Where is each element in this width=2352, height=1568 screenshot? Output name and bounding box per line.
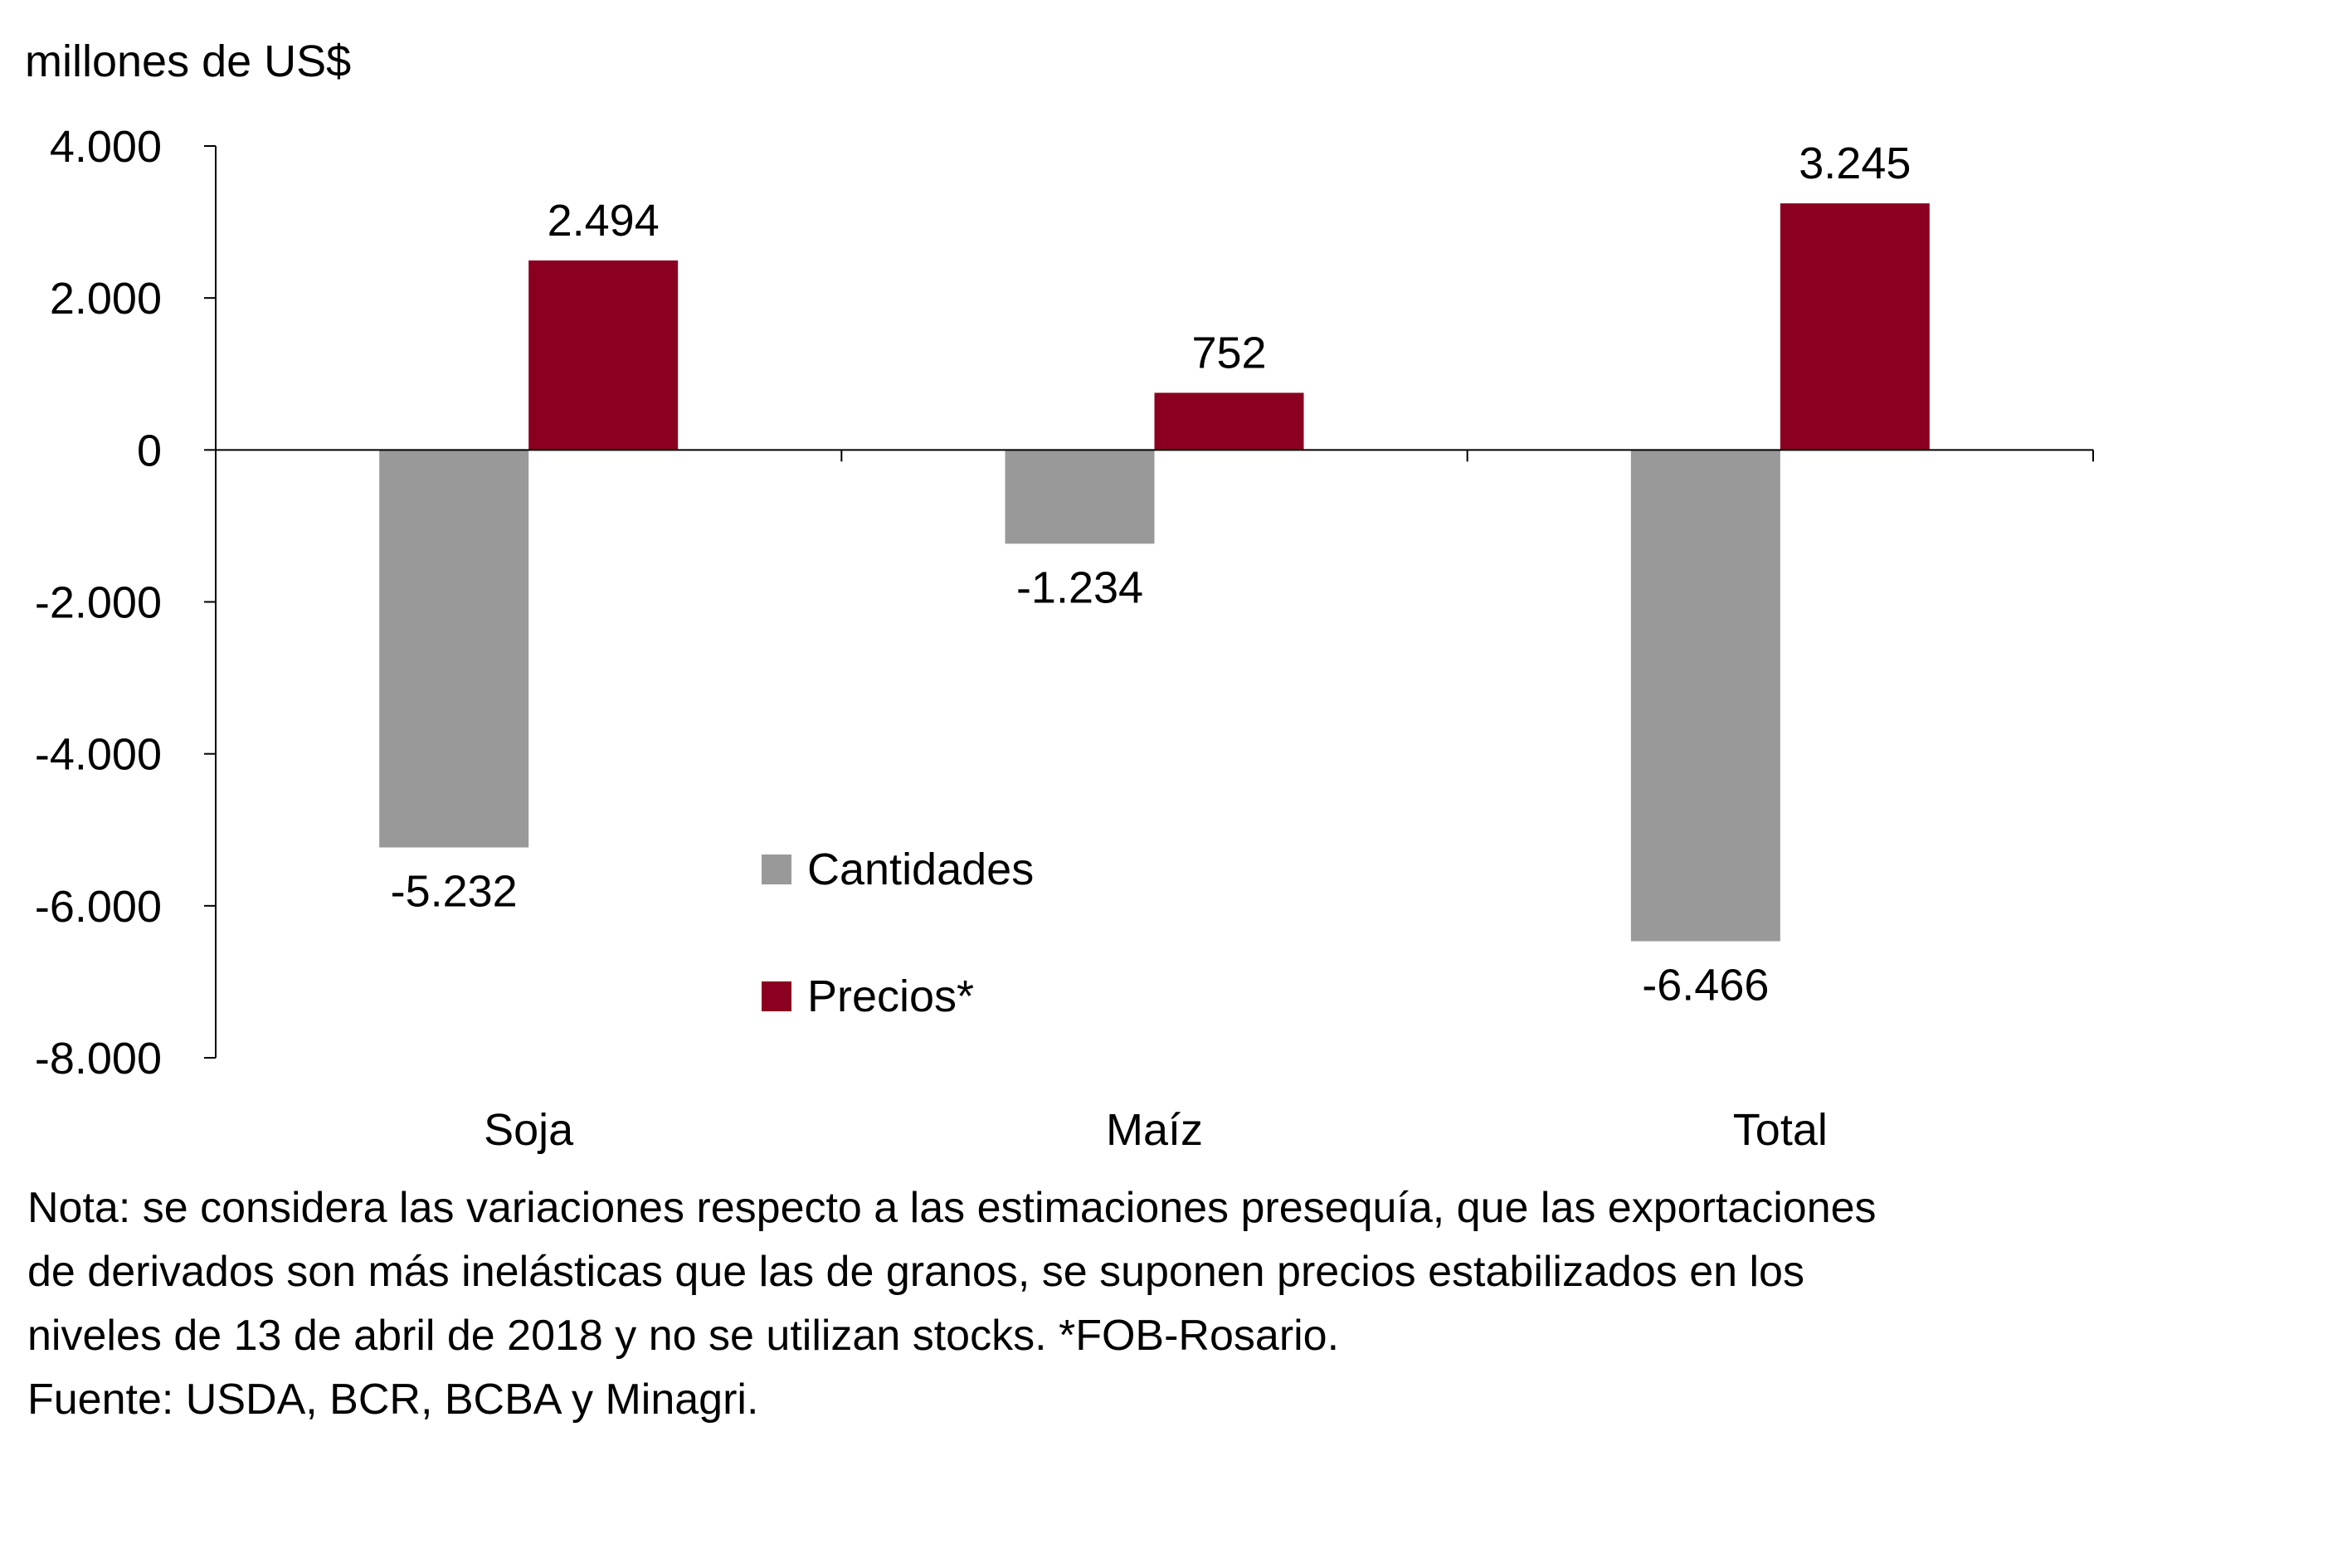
note-line: niveles de 13 de abril de 2018 y no se u… xyxy=(27,1312,1340,1360)
chart-notes: Nota: se considera las variaciones respe… xyxy=(27,1176,2267,1432)
bars xyxy=(379,203,1930,942)
y-tick-label: 0 xyxy=(137,426,162,475)
category-label: Maíz xyxy=(1106,1105,1203,1155)
y-tick-label: -4.000 xyxy=(35,730,162,780)
note-line: Nota: se considera las variaciones respe… xyxy=(27,1184,1877,1232)
bar-precios-total xyxy=(1780,203,1930,450)
y-tick-label: 4.000 xyxy=(50,122,162,172)
data-label: 752 xyxy=(1191,328,1266,377)
data-labels: -5.232 2.494 -1.234 752 -6.466 3.245 xyxy=(391,139,1911,1010)
legend-label-precios: Precios* xyxy=(807,971,974,1021)
category-label: Total xyxy=(1733,1105,1828,1155)
category-labels: Soja Maíz Total xyxy=(484,1105,1828,1155)
legend-swatch-cantidades xyxy=(762,855,791,884)
y-tick-label: -2.000 xyxy=(35,578,162,628)
bar-cantidades-maz xyxy=(1005,450,1155,544)
data-label: -6.466 xyxy=(1642,961,1769,1010)
legend-label-cantidades: Cantidades xyxy=(807,845,1034,894)
source-line: Fuente: USDA, BCR, BCBA y Minagri. xyxy=(27,1376,759,1424)
data-label: 3.245 xyxy=(1799,139,1911,188)
bar-precios-maz xyxy=(1154,392,1304,450)
note-line: de derivados son más inelásticas que las… xyxy=(27,1248,1804,1296)
y-axis-unit-label: millones de US$ xyxy=(25,37,351,86)
data-label: -1.234 xyxy=(1016,562,1143,612)
legend: Cantidades Precios* xyxy=(762,845,1034,1021)
bar-cantidades-total xyxy=(1630,450,1780,942)
legend-swatch-precios xyxy=(762,981,791,1011)
category-label: Soja xyxy=(484,1105,574,1155)
y-tick-label: -8.000 xyxy=(35,1034,162,1083)
data-label: 2.494 xyxy=(548,196,660,246)
y-axis: 4.000 2.000 0 -2.000 -4.000 -6.000 -8.000 xyxy=(35,122,217,1083)
bar-precios-soja xyxy=(528,260,679,450)
y-tick-label: -6.000 xyxy=(35,882,162,932)
y-tick-label: 2.000 xyxy=(50,274,162,324)
data-label: -5.232 xyxy=(391,866,518,916)
x-axis xyxy=(216,449,2094,462)
bar-cantidades-soja xyxy=(379,450,529,848)
